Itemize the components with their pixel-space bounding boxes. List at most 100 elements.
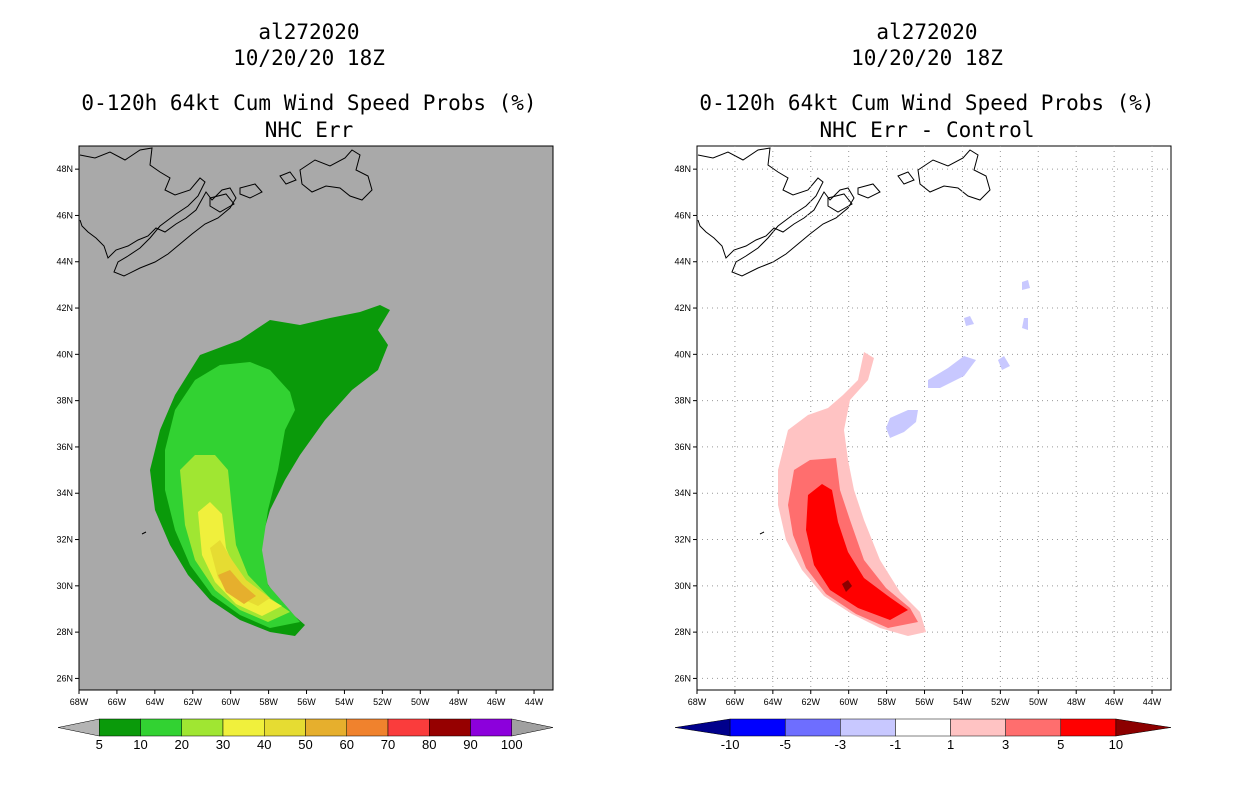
map-left: 68W 66W 64W 62W 60W 58W 56W 54W 52W 50W 48W 46W 44W 4… <box>56 145 554 752</box>
colorbar-segment <box>429 718 471 737</box>
colorbar-label: 10 <box>133 737 147 752</box>
y-tick-label: 30N <box>56 581 73 591</box>
y-tick-label: 26N <box>674 673 691 683</box>
colorbar-label: 10 <box>1109 737 1123 752</box>
gridlines <box>697 146 1171 690</box>
product-title: 0-120h 64kt Cum Wind Speed Probs (%) <box>699 91 1155 115</box>
colorbar-label: -5 <box>779 737 791 752</box>
x-tick-label: 48W <box>1067 697 1086 707</box>
colorbar-label: 80 <box>422 737 436 752</box>
colorbar-segment <box>1005 718 1062 737</box>
x-tick-label: 50W <box>411 697 430 707</box>
y-tick-label: 38N <box>674 396 691 406</box>
difference-contours <box>778 280 1030 636</box>
colorbar-segment <box>895 718 951 737</box>
y-tick-label: 38N <box>56 396 73 406</box>
y-tick-label: 42N <box>56 303 73 313</box>
x-tick-label: 58W <box>877 697 896 707</box>
panel-left: al272020 10/20/20 18Z 0-120h 64kt Cum Wi… <box>56 20 554 752</box>
colorbar-label: 3 <box>1002 737 1009 752</box>
y-tick-label: 40N <box>56 349 73 359</box>
colorbar-label: 70 <box>381 737 395 752</box>
colorbar-segment <box>470 718 512 737</box>
x-tick-label: 66W <box>726 697 745 707</box>
x-tick-label: 52W <box>991 697 1010 707</box>
datetime: 10/20/20 18Z <box>233 46 385 70</box>
x-tick-label: 60W <box>221 697 240 707</box>
x-tick-label: 58W <box>259 697 278 707</box>
axes-left: 68W 66W 64W 62W 60W 58W 56W 54W 52W 50W 48W 46W 44W 4… <box>56 164 543 707</box>
colorbar-segment <box>387 718 430 737</box>
x-tick-label: 62W <box>802 697 821 707</box>
x-tick-label: 48W <box>449 697 468 707</box>
probability-contours <box>150 305 390 636</box>
colorbar-label: 50 <box>298 737 312 752</box>
y-tick-label: 26N <box>56 673 73 683</box>
x-tick-label: 44W <box>1143 697 1162 707</box>
colorbar-label: 60 <box>340 737 354 752</box>
coastline <box>697 147 991 535</box>
y-tick-label: 36N <box>56 442 73 452</box>
colorbar-arrow-left <box>674 718 731 737</box>
colorbar-segment <box>729 718 786 737</box>
x-tick-label: 52W <box>373 697 392 707</box>
panel-subtitle: NHC Err - Control <box>819 118 1035 142</box>
colorbar-right: -10 -5 -3 -1 1 3 5 10 <box>674 718 1172 752</box>
y-tick-label: 46N <box>56 210 73 220</box>
colorbar-segment <box>346 718 389 737</box>
colorbar-label: 20 <box>175 737 189 752</box>
y-tick-label: 32N <box>674 535 691 545</box>
y-tick-label: 48N <box>674 164 691 174</box>
y-tick-label: 44N <box>56 257 73 267</box>
coastline <box>79 147 373 535</box>
colorbar-segment <box>1060 718 1117 737</box>
colorbar-label: 5 <box>1057 737 1064 752</box>
colorbar-label: -10 <box>721 737 740 752</box>
x-tick-label: 56W <box>297 697 316 707</box>
panel-right: al272020 10/20/20 18Z 0-120h 64kt Cum Wi… <box>618 0 1236 800</box>
storm-id: al272020 <box>258 20 360 44</box>
x-tick-label: 46W <box>1105 697 1124 707</box>
colorbar-label: 1 <box>947 737 954 752</box>
x-tick-label: 64W <box>764 697 783 707</box>
colorbar-segment <box>305 718 347 737</box>
x-tick-label: 68W <box>70 697 89 707</box>
y-tick-label: 44N <box>674 257 691 267</box>
colorbar-label: 40 <box>257 737 271 752</box>
colorbar-segment <box>784 718 841 737</box>
x-tick-label: 54W <box>953 697 972 707</box>
y-tick-label: 28N <box>674 627 691 637</box>
map-frame <box>696 145 1172 691</box>
colorbar-segment <box>140 718 182 737</box>
y-tick-label: 42N <box>674 303 691 313</box>
panel-subtitle: NHC Err <box>264 118 354 142</box>
x-tick-label: 60W <box>839 697 858 707</box>
colorbar-label: -3 <box>835 737 847 752</box>
x-tick-label: 44W <box>525 697 544 707</box>
x-tick-label: 54W <box>335 697 354 707</box>
colorbar-arrow-right <box>1115 718 1172 737</box>
colorbar-segment <box>222 718 265 737</box>
y-tick-label: 28N <box>56 627 73 637</box>
x-tick-label: 62W <box>184 697 203 707</box>
x-tick-label: 66W <box>108 697 127 707</box>
x-tick-label: 50W <box>1029 697 1048 707</box>
x-tick-label: 46W <box>487 697 506 707</box>
axes-right: 68W 66W 64W 62W 60W 58W 56W 54W 52W 50W 48W 46W 44W 4… <box>674 164 1161 707</box>
y-tick-label: 48N <box>56 164 73 174</box>
colorbar-left: 5 10 20 30 40 50 60 70 80 90 100 <box>57 718 554 752</box>
product-title: 0-120h 64kt Cum Wind Speed Probs (%) <box>81 91 537 115</box>
y-tick-label: 32N <box>56 535 73 545</box>
storm-id: al272020 <box>876 20 978 44</box>
x-tick-label: 56W <box>915 697 934 707</box>
y-tick-label: 34N <box>56 488 73 498</box>
colorbar-segment <box>264 718 306 737</box>
colorbar-label: 90 <box>463 737 477 752</box>
colorbar-segment <box>99 718 141 737</box>
colorbar-label: 30 <box>216 737 230 752</box>
y-tick-label: 46N <box>674 210 691 220</box>
colorbar-segment <box>950 718 1006 737</box>
y-tick-label: 40N <box>674 349 691 359</box>
colorbar-label: -1 <box>890 737 902 752</box>
y-tick-label: 30N <box>674 581 691 591</box>
